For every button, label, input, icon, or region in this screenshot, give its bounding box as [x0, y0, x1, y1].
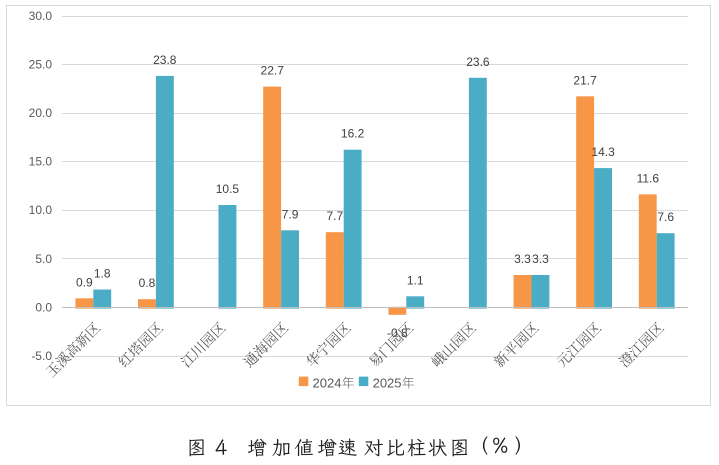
svg-text:5.0: 5.0 — [35, 252, 52, 266]
svg-text:1.1: 1.1 — [407, 273, 424, 287]
svg-text:16.2: 16.2 — [341, 127, 365, 141]
svg-text:30.0: 30.0 — [29, 9, 53, 23]
svg-text:23.8: 23.8 — [153, 53, 177, 67]
svg-text:10.5: 10.5 — [216, 182, 240, 196]
svg-text:0.9: 0.9 — [76, 275, 93, 289]
svg-text:3.3: 3.3 — [532, 252, 549, 266]
svg-text:2024: 2024 — [313, 376, 342, 391]
svg-text:11.6: 11.6 — [637, 171, 660, 185]
svg-text:7.7: 7.7 — [326, 209, 343, 223]
svg-text:14.3: 14.3 — [591, 145, 615, 159]
svg-text:10.0: 10.0 — [29, 203, 53, 217]
svg-text:21.7: 21.7 — [573, 73, 597, 87]
svg-text:3.3: 3.3 — [514, 252, 531, 266]
svg-text:15.0: 15.0 — [29, 155, 53, 169]
svg-text:-5.0: -5.0 — [31, 349, 52, 363]
svg-text:0.0: 0.0 — [35, 300, 52, 314]
svg-text:25.0: 25.0 — [29, 58, 53, 72]
svg-text:22.7: 22.7 — [261, 64, 285, 78]
svg-text:2025: 2025 — [373, 376, 402, 391]
svg-text:1.8: 1.8 — [94, 267, 111, 281]
svg-text:20.0: 20.0 — [29, 106, 53, 120]
svg-text:0.8: 0.8 — [139, 276, 156, 290]
svg-text:23.6: 23.6 — [466, 55, 490, 69]
svg-text:7.6: 7.6 — [657, 210, 674, 224]
svg-text:7.9: 7.9 — [282, 207, 299, 221]
